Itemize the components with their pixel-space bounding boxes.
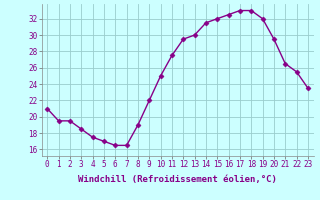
X-axis label: Windchill (Refroidissement éolien,°C): Windchill (Refroidissement éolien,°C) [78, 175, 277, 184]
